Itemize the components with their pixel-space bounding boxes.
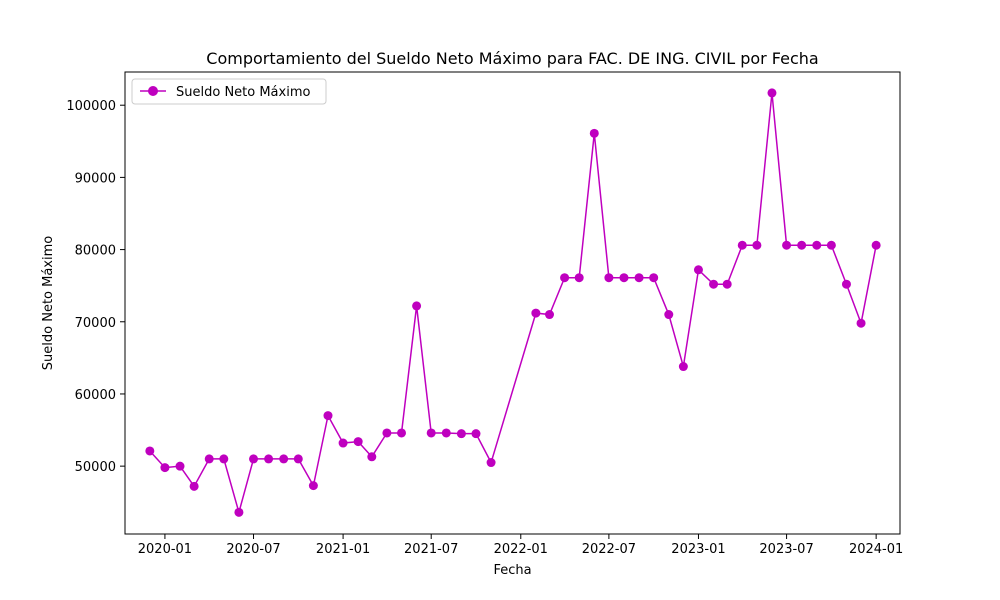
data-point (426, 428, 436, 438)
data-point (856, 318, 866, 328)
x-tick-label: 2023-01 (671, 542, 725, 557)
y-tick-label: 70000 (75, 316, 116, 331)
data-point (219, 454, 229, 464)
x-axis-ticks: 2020-01 2020-07 2021-01 2021-07 2022-01 2022-… (138, 534, 903, 557)
data-point (752, 240, 762, 250)
legend: Sueldo Neto Máximo (131, 78, 327, 105)
data-point (619, 273, 629, 283)
legend-label: Sueldo Neto Máximo (176, 85, 310, 100)
y-axis-label: Sueldo Neto Máximo (41, 236, 56, 370)
data-point (709, 279, 719, 289)
data-point (412, 301, 422, 311)
x-tick-label: 2020-07 (226, 542, 280, 557)
data-point (279, 454, 289, 464)
data-point (471, 429, 481, 439)
data-point (308, 481, 318, 491)
plot-area (125, 72, 900, 534)
data-point (737, 240, 747, 250)
y-tick-label: 60000 (75, 388, 116, 403)
legend-box (131, 78, 327, 105)
data-point (175, 461, 185, 471)
data-point (382, 428, 392, 438)
data-point (189, 481, 199, 491)
data-point (871, 240, 881, 250)
data-point (145, 446, 155, 456)
data-point (826, 240, 836, 250)
plot-frame (124, 71, 901, 535)
data-point (338, 438, 348, 448)
data-point (589, 128, 599, 138)
data-point (574, 273, 584, 283)
data-point (486, 458, 496, 468)
x-tick-label: 2023-07 (759, 542, 813, 557)
data-point (293, 454, 303, 464)
x-tick-label: 2022-07 (582, 542, 636, 557)
data-point (545, 310, 554, 320)
y-axis-ticks: 50000 60000 70000 80000 90000 100000 (66, 99, 125, 475)
x-tick-label: 2021-07 (404, 542, 458, 557)
data-point (797, 240, 807, 250)
data-point (722, 279, 732, 289)
data-point (782, 240, 792, 250)
y-tick-label: 100000 (66, 99, 116, 114)
data-point (353, 437, 363, 447)
y-tick-label: 50000 (75, 460, 116, 475)
legend-marker-swatch (148, 86, 158, 96)
x-tick-label: 2021-01 (316, 542, 370, 557)
data-point (160, 463, 170, 473)
x-tick-label: 2020-01 (138, 542, 192, 557)
data-point (204, 454, 214, 464)
x-axis-label: Fecha (493, 563, 531, 578)
data-point (441, 428, 451, 438)
data-point (634, 273, 644, 283)
data-point (264, 454, 274, 464)
data-point (604, 273, 614, 283)
data-point (841, 279, 851, 289)
data-point (249, 454, 259, 464)
data-point (678, 362, 688, 372)
y-tick-label: 80000 (75, 244, 116, 259)
y-tick-label: 90000 (75, 171, 116, 186)
x-tick-label: 2024-01 (849, 542, 903, 557)
data-point (649, 273, 659, 283)
data-point (767, 88, 777, 98)
data-point (812, 240, 822, 250)
data-point (367, 452, 377, 462)
series-layer (145, 88, 881, 517)
data-point (323, 411, 333, 421)
data-point (531, 308, 541, 318)
x-tick-label: 2022-01 (494, 542, 548, 557)
data-point (234, 507, 244, 517)
data-point (456, 429, 466, 439)
data-point (397, 428, 407, 438)
data-point (664, 310, 674, 320)
chart-title: Comportamiento del Sueldo Neto Máximo pa… (206, 49, 818, 68)
data-point (693, 265, 703, 275)
data-point (560, 273, 570, 283)
